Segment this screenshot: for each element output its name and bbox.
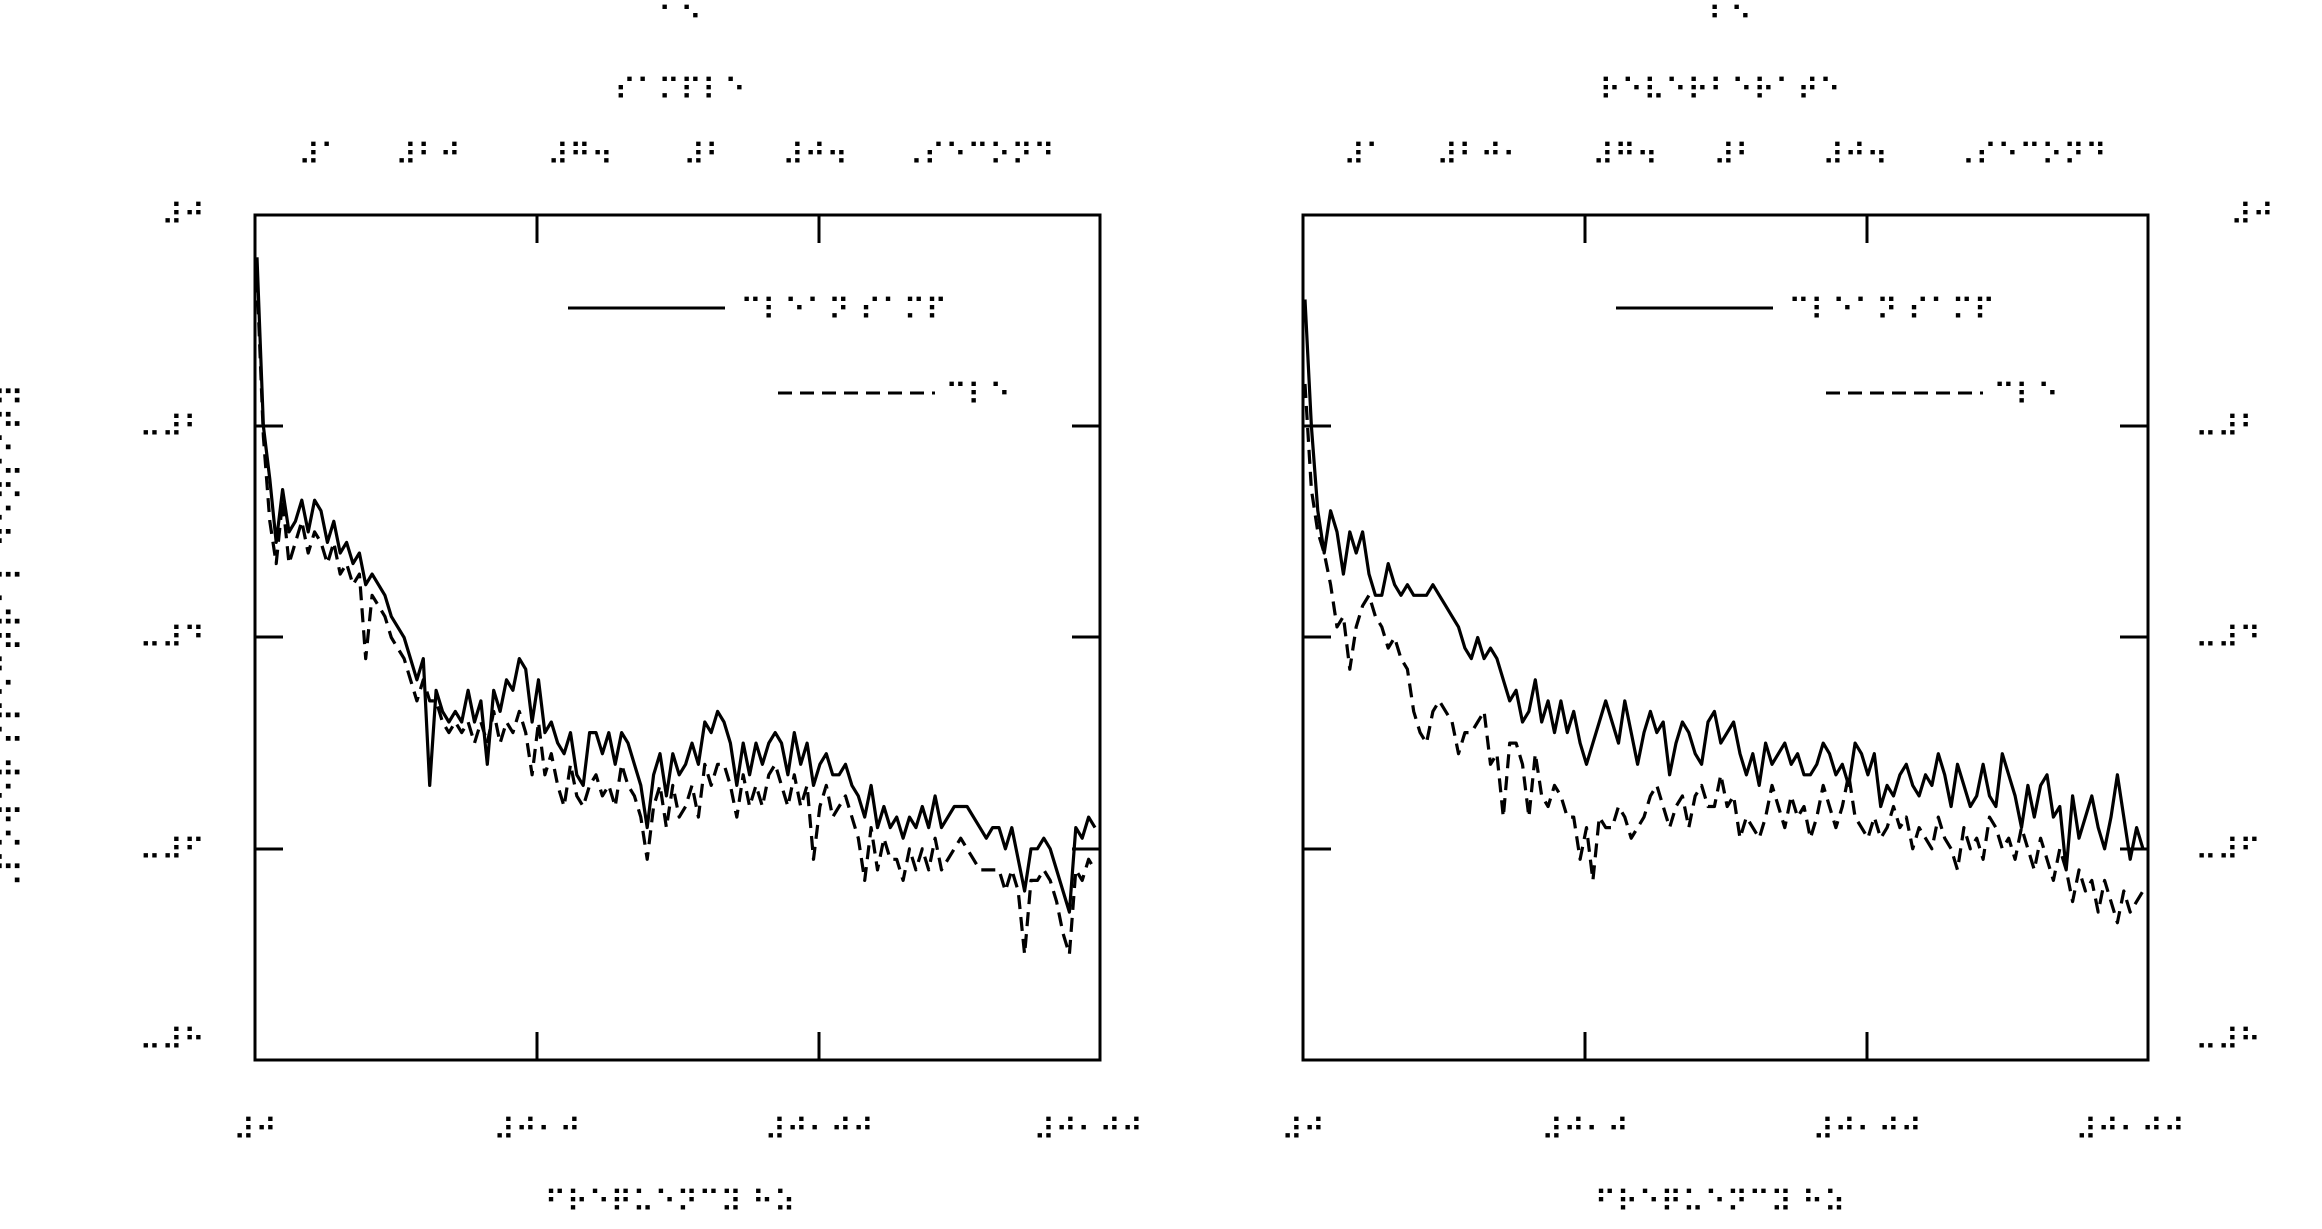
top-tick-label: ⠼⠃⠚⠂: [1436, 138, 1524, 173]
x-tick-label: ⠼⠚⠂⠚⠚: [1033, 1113, 1143, 1148]
y-tick-label: ⠤⠼⠙: [139, 621, 205, 656]
panel-a-title: ⠎⠁⠍⠏⠇⠑: [614, 73, 746, 108]
panel-b-x-ticks: ⠼⠚ ⠼⠚⠂⠚ ⠼⠚⠂⠚⠚ ⠼⠚⠂⠚⠚: [1281, 1113, 2185, 1148]
panel-a-frame-ticks: [255, 215, 1100, 1060]
x-tick-label: ⠼⠚⠂⠚: [493, 1113, 581, 1148]
top-tick-label: ⠼⠁: [1343, 138, 1387, 173]
panel-b-series: [1303, 299, 2145, 925]
panel-b-legend: ⠉⠇⠑⠁⠝ ⠎⠁⠍⠏ ⠉⠇⠑: [1616, 293, 2059, 413]
panel-b-x-axis-label: ⠋⠗⠑⠟⠥⠑⠝⠉⠽ ⠓⠵: [1594, 1185, 1845, 1220]
top-tick-label: ⠼⠃: [683, 138, 727, 173]
top-tick-label: ⠼⠚⠲: [1822, 138, 1888, 173]
x-tick-label: ⠼⠚⠂⠚⠚: [2075, 1113, 2185, 1148]
panel-b-frame-ticks: [1303, 215, 2148, 1060]
panel-a-top-ticks: ⠼⠁ ⠼⠃⠚ ⠼⠛⠲ ⠼⠃ ⠼⠚⠲ ⠠⠎⠑⠉⠕⠝⠙: [298, 138, 1055, 173]
y-tick-label: ⠤⠼⠃: [2195, 410, 2261, 445]
panel-a-legend: ⠉⠇⠑⠁⠝ ⠎⠁⠍⠏ ⠉⠇⠑: [568, 293, 1011, 413]
panel-b-label: ⠃⠑: [1708, 1, 1752, 36]
panel-a-y-ticks: ⠼⠚ ⠤⠼⠃ ⠤⠼⠙ ⠤⠼⠋ ⠤⠼⠓: [139, 198, 205, 1058]
x-tick-label: ⠼⠚: [1281, 1113, 1325, 1148]
panel-b-series-dashed-line: [1303, 383, 2145, 925]
x-tick-label: ⠼⠚: [233, 1113, 277, 1148]
top-tick-label: ⠼⠃: [1713, 138, 1757, 173]
top-tick-label: ⠼⠃⠚: [395, 138, 461, 173]
y-axis-label: ⠠⠏⠕⠺⠑⠗ ⠎⠏⠑⠉⠞⠗⠁⠇ ⠙⠑⠝⠎⠊⠞⠽: [0, 384, 30, 897]
top-tick-label: ⠠⠎⠑⠉⠕⠝⠙: [901, 138, 1055, 173]
y-tick-label: ⠼⠚: [161, 198, 205, 233]
panel-a-series-solid-line: [255, 257, 1097, 914]
panel-a-x-axis-label: ⠋⠗⠑⠟⠥⠑⠝⠉⠽ ⠓⠵: [544, 1185, 795, 1220]
panel-b-top-ticks: ⠼⠁ ⠼⠃⠚⠂ ⠼⠛⠲ ⠼⠃ ⠼⠚⠲ ⠠⠎⠑⠉⠕⠝⠙: [1343, 138, 2107, 173]
x-tick-label: ⠼⠚⠂⠚⠚: [764, 1113, 874, 1148]
y-tick-label: ⠤⠼⠓: [2195, 1023, 2261, 1058]
panel-a-x-ticks: ⠼⠚ ⠼⠚⠂⠚ ⠼⠚⠂⠚⠚ ⠼⠚⠂⠚⠚: [233, 1113, 1143, 1148]
top-tick-label: ⠼⠚⠲: [782, 138, 848, 173]
legend-label: ⠉⠇⠑⠁⠝ ⠎⠁⠍⠏: [1788, 293, 1995, 328]
panel-b-series-solid-line: [1303, 299, 2145, 872]
panel-b-y-ticks: ⠼⠚ ⠤⠼⠃ ⠤⠼⠙ ⠤⠼⠋ ⠤⠼⠓: [2195, 198, 2274, 1058]
top-tick-label: ⠼⠛⠲: [1592, 138, 1658, 173]
y-tick-label: ⠼⠚: [2230, 198, 2274, 233]
y-tick-label: ⠤⠼⠋: [139, 833, 205, 868]
legend-label: ⠉⠇⠑: [945, 378, 1011, 413]
legend-label: ⠉⠇⠑: [1993, 378, 2059, 413]
top-tick-label: ⠼⠛⠲: [547, 138, 613, 173]
panel-b-title: ⠗⠑⠧⠑⠗⠃⠑⠗⠁⠞⠑: [1599, 73, 1841, 108]
panel-a-plot-frame: [253, 213, 1102, 1062]
top-tick-label: ⠼⠁: [298, 138, 342, 173]
panel-a-label: ⠁⠑: [658, 1, 702, 36]
x-tick-label: ⠼⠚⠂⠚: [1541, 1113, 1629, 1148]
legend-label: ⠉⠇⠑⠁⠝ ⠎⠁⠍⠏: [740, 293, 947, 328]
panel-a-series-dashed-line: [255, 278, 1097, 957]
panel-a-series: [255, 257, 1097, 957]
y-tick-label: ⠤⠼⠋: [2195, 833, 2261, 868]
x-tick-label: ⠼⠚⠂⠚⠚: [1812, 1113, 1922, 1148]
y-tick-label: ⠤⠼⠓: [139, 1023, 205, 1058]
top-tick-label: ⠠⠎⠑⠉⠕⠝⠙: [1953, 138, 2107, 173]
y-tick-label: ⠤⠼⠃: [139, 410, 205, 445]
y-tick-label: ⠤⠼⠙: [2195, 621, 2261, 656]
panel-b: ⠃⠑ ⠗⠑⠧⠑⠗⠃⠑⠗⠁⠞⠑ ⠼⠁ ⠼⠃⠚⠂ ⠼⠛⠲ ⠼⠃ ⠼⠚⠲ ⠠⠎⠑⠉⠕⠝…: [1281, 1, 2274, 1220]
panel-a: ⠁⠑ ⠎⠁⠍⠏⠇⠑ ⠼⠁ ⠼⠃⠚ ⠼⠛⠲ ⠼⠃ ⠼⠚⠲ ⠠⠎⠑⠉⠕⠝⠙ ⠼⠚ ⠤…: [139, 1, 1143, 1220]
panel-b-plot-frame: [1301, 213, 2150, 1062]
